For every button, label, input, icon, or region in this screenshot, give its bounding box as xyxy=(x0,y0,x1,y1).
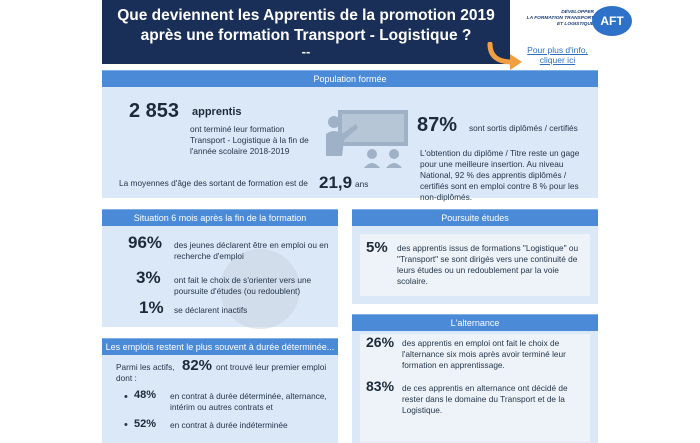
alternance-text-2: de ces apprentis en alternance ont décid… xyxy=(402,383,568,415)
alternance-panel: L'alternance 26% des apprentis en emploi… xyxy=(352,314,598,443)
contracts-text-2: en contrat à durée indéterminée xyxy=(170,420,288,430)
alternance-card xyxy=(360,334,590,442)
graduated-desc: L'obtention du diplôme / Titre reste un … xyxy=(420,148,580,202)
graduated-pct: 87% xyxy=(417,114,458,136)
population-panel: Population formée 2 853 apprentis ont te… xyxy=(102,70,598,202)
bullet-icon: • xyxy=(124,391,128,403)
age-unit: ans xyxy=(355,179,369,189)
aft-logo: DÉVELOPPER LA FORMATION TRANSPORT ET LOG… xyxy=(512,2,632,42)
situation-pct-1: 96% xyxy=(128,233,163,252)
contracts-pct-2: 52% xyxy=(134,418,157,430)
situation-panel: Situation 6 mois après la fin de la form… xyxy=(102,209,338,329)
studies-panel: Poursuite études 5% des apprentis issus … xyxy=(352,209,598,304)
title-line-2: après une formation Transport - Logistiq… xyxy=(140,27,472,44)
more-info-link[interactable]: Pour plus d'info, cliquer ici xyxy=(527,45,588,65)
population-count-label: apprentis xyxy=(192,106,242,118)
teacher-class-icon xyxy=(326,110,408,168)
studies-text: des apprentis issus de formations "Logis… xyxy=(397,243,579,286)
logo-badge: AFT xyxy=(592,6,632,36)
alternance-pct-2: 83% xyxy=(366,378,395,394)
situation-title: Situation 6 mois après la fin de la form… xyxy=(102,209,338,226)
situation-text-1: des jeunes déclarent être en emploi ou e… xyxy=(174,240,329,261)
title-line-1: Que deviennent les Apprentis de la promo… xyxy=(117,7,495,24)
situation-pct-3: 1% xyxy=(139,298,164,317)
contracts-text-1: en contrat à durée déterminée, alternanc… xyxy=(170,391,327,412)
studies-title: Poursuite études xyxy=(352,209,598,226)
population-count: 2 853 xyxy=(129,100,180,122)
contracts-panel: Les emplois restent le plus souvent à du… xyxy=(102,338,338,443)
graduated-label: sont sortis diplômés / certifiés xyxy=(469,123,578,133)
population-count-desc: ont terminé leur formation Transport - L… xyxy=(190,124,309,156)
age-label: La moyennes d'âge des sortant de formati… xyxy=(119,178,308,188)
studies-card xyxy=(360,234,590,296)
bullet-icon: • xyxy=(124,419,128,431)
alternance-text-1: des apprentis en emploi ont fait le choi… xyxy=(402,338,566,370)
title-line-3: -- xyxy=(301,44,311,59)
title-banner: Que deviennent les Apprentis de la promo… xyxy=(102,0,510,64)
contracts-intro-a: Parmi les actifs, xyxy=(116,362,175,372)
situation-pct-2: 3% xyxy=(136,268,161,287)
population-title: Population formée xyxy=(102,70,598,87)
contracts-intro-pct: 82% xyxy=(182,357,213,374)
alternance-title: L'alternance xyxy=(352,314,598,331)
contracts-title: Les emplois restent le plus souvent à du… xyxy=(102,338,338,355)
age-value: 21,9 xyxy=(319,173,353,192)
studies-pct: 5% xyxy=(366,239,388,256)
pie-watermark-icon xyxy=(220,249,300,329)
arrow-icon xyxy=(487,42,522,70)
logo-tagline: DÉVELOPPER LA FORMATION TRANSPORT ET LOG… xyxy=(526,10,594,27)
contracts-pct-1: 48% xyxy=(134,389,157,401)
contracts-intro-b: ont trouvé leur premier emploi dont : xyxy=(116,362,327,383)
situation-text-2: ont fait le choix de s'orienter vers une… xyxy=(174,275,312,296)
situation-text-3: se déclarent inactifs xyxy=(174,305,248,315)
alternance-pct-1: 26% xyxy=(366,334,395,350)
